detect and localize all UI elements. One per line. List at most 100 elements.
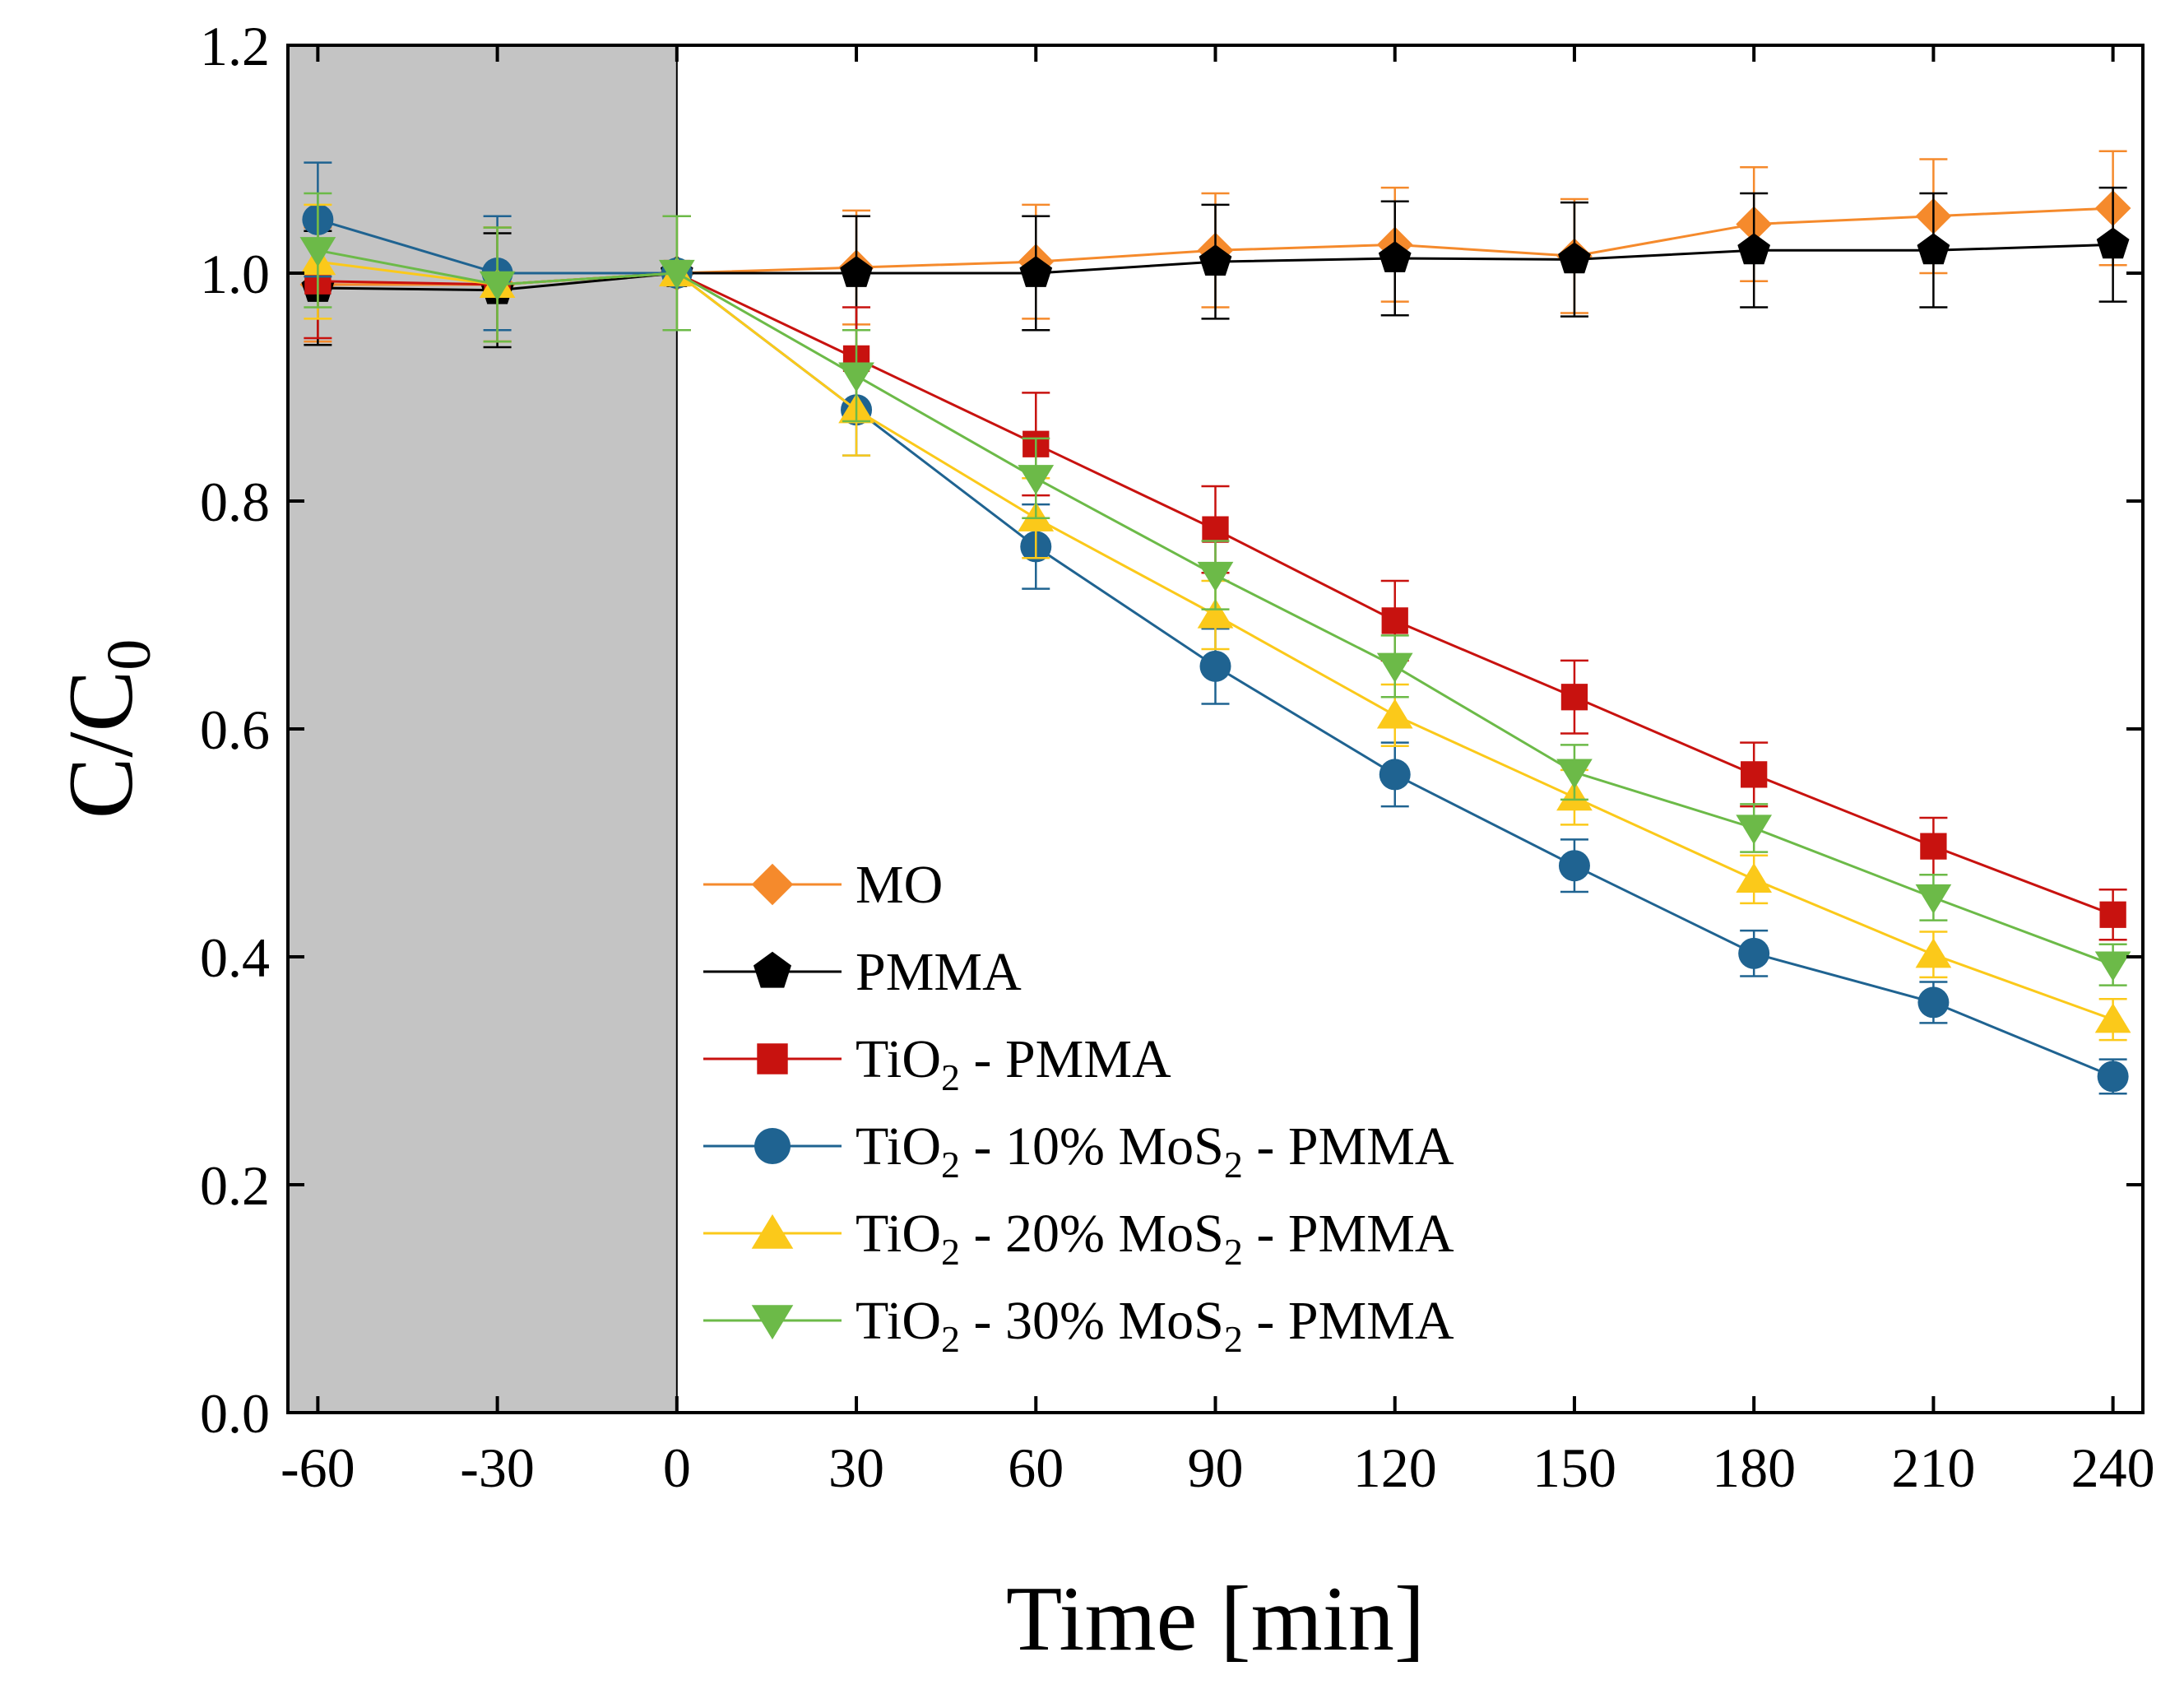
- data-point: [2094, 1003, 2131, 1033]
- dark-region-shade: [288, 45, 677, 1413]
- x-tick-label: -30: [460, 1436, 535, 1499]
- x-tick-label: 240: [2071, 1436, 2155, 1499]
- data-point: [1915, 938, 1952, 968]
- data-point: [1379, 759, 1411, 791]
- data-point: [1556, 759, 1593, 789]
- series-layer: [299, 150, 2131, 1095]
- x-tick-label: 210: [1891, 1436, 1975, 1499]
- legend-label: PMMA: [856, 942, 1022, 1002]
- series-5: [299, 192, 2131, 986]
- y-tick-label: 0.2: [200, 1154, 270, 1217]
- data-point: [1381, 607, 1408, 634]
- data-point: [1376, 698, 1413, 729]
- legend-label-part: - 10% MoS: [960, 1116, 1224, 1177]
- legend-marker: [751, 1305, 794, 1340]
- data-point: [1917, 233, 1950, 265]
- x-tick-label: 90: [1188, 1436, 1244, 1499]
- legend-label-part: - PMMA: [1243, 1116, 1454, 1177]
- legend-label: TiO2 - 10% MoS2 - PMMA: [856, 1116, 1454, 1186]
- legend-item: TiO2 - 20% MoS2 - PMMA: [703, 1204, 1454, 1273]
- legend-label: TiO2 - 30% MoS2 - PMMA: [856, 1291, 1454, 1360]
- data-point: [1018, 465, 1055, 495]
- legend-label-part: MO: [856, 855, 943, 915]
- legend-marker: [757, 1043, 788, 1074]
- plot-background-layer: [288, 45, 678, 1413]
- data-point: [1920, 833, 1947, 860]
- legend-item: TiO2 - 10% MoS2 - PMMA: [703, 1116, 1454, 1186]
- legend-label: MO: [856, 855, 943, 915]
- data-point: [1915, 884, 1952, 914]
- legend-subscript: 2: [1224, 1318, 1243, 1360]
- x-tick-label: 150: [1533, 1436, 1616, 1499]
- tick-layer: -60 -30 0 30 60 90 120 150 180 210 240 0.0 0.2 0.4 0.6…: [200, 15, 2155, 1499]
- data-point: [1560, 684, 1588, 711]
- y-tick-label: 1.2: [200, 15, 270, 77]
- data-point: [1019, 256, 1053, 287]
- y-axis-title: C/C0: [50, 639, 164, 819]
- legend-item: TiO2 - 30% MoS2 - PMMA: [703, 1291, 1454, 1360]
- y-tick-label: 0.4: [200, 926, 270, 989]
- legend-label-part: TiO: [856, 1291, 941, 1351]
- y-tick-label: 0.8: [200, 471, 270, 533]
- legend-label-part: - PMMA: [1243, 1204, 1454, 1264]
- legend-label-part: - 30% MoS: [960, 1291, 1224, 1351]
- legend-marker: [753, 951, 792, 988]
- legend-marker: [754, 1128, 791, 1164]
- data-point: [2099, 901, 2126, 928]
- data-point: [1197, 561, 1234, 592]
- legend-marker: [751, 863, 794, 906]
- legend-subscript: 2: [941, 1056, 960, 1098]
- data-point: [1376, 652, 1413, 683]
- x-axis-title: Time [min]: [1006, 1568, 1425, 1670]
- x-tick-label: 180: [1712, 1436, 1796, 1499]
- legend-label-part: TiO: [856, 1029, 941, 1089]
- legend-label-part: PMMA: [856, 942, 1022, 1002]
- legend-subscript: 2: [1224, 1144, 1243, 1186]
- x-tick-label: 120: [1353, 1436, 1437, 1499]
- data-point: [1558, 850, 1590, 882]
- data-point: [1917, 986, 1950, 1019]
- data-point: [658, 259, 695, 290]
- legend-label-part: TiO: [856, 1204, 941, 1264]
- x-tick-label: -60: [281, 1436, 355, 1499]
- x-tick-label: 0: [663, 1436, 691, 1499]
- legend-subscript: 2: [941, 1231, 960, 1273]
- data-point: [1737, 233, 1771, 265]
- data-point: [1202, 516, 1229, 543]
- data-point: [1736, 862, 1773, 893]
- y-tick-label: 0.0: [200, 1382, 270, 1445]
- data-point: [2094, 951, 2131, 982]
- legend-label: TiO2 - PMMA: [856, 1029, 1171, 1098]
- legend-label: TiO2 - 20% MoS2 - PMMA: [856, 1204, 1454, 1273]
- y-tick-label: 0.6: [200, 698, 270, 761]
- legend-subscript: 2: [941, 1318, 960, 1360]
- y-tick-label: 1.0: [200, 243, 270, 305]
- data-point: [1558, 242, 1591, 274]
- legend-label-part: - PMMA: [1243, 1291, 1454, 1351]
- legend-item: TiO2 - PMMA: [703, 1029, 1171, 1098]
- legend-subscript: 2: [941, 1144, 960, 1186]
- legend-marker: [751, 1214, 794, 1249]
- data-point: [1199, 244, 1232, 276]
- data-point: [2097, 1060, 2129, 1093]
- legend-label-part: - 20% MoS: [960, 1204, 1224, 1264]
- y-axis-title-subscript: 0: [95, 639, 164, 671]
- x-tick-label: 30: [828, 1436, 884, 1499]
- data-point: [299, 237, 336, 267]
- data-point: [479, 271, 516, 301]
- y-axis-title-main: C/C: [50, 671, 152, 819]
- data-point: [840, 256, 873, 287]
- data-point: [1199, 650, 1231, 682]
- data-point: [1378, 241, 1412, 272]
- data-point: [2096, 227, 2130, 259]
- legend-item: MO: [703, 855, 943, 915]
- data-point: [838, 362, 874, 392]
- data-point: [1738, 937, 1770, 969]
- x-tick-label: 60: [1008, 1436, 1064, 1499]
- legend-subscript: 2: [1224, 1231, 1243, 1273]
- legend-item: PMMA: [703, 942, 1022, 1002]
- data-point: [1197, 598, 1234, 629]
- data-point: [1741, 761, 1768, 788]
